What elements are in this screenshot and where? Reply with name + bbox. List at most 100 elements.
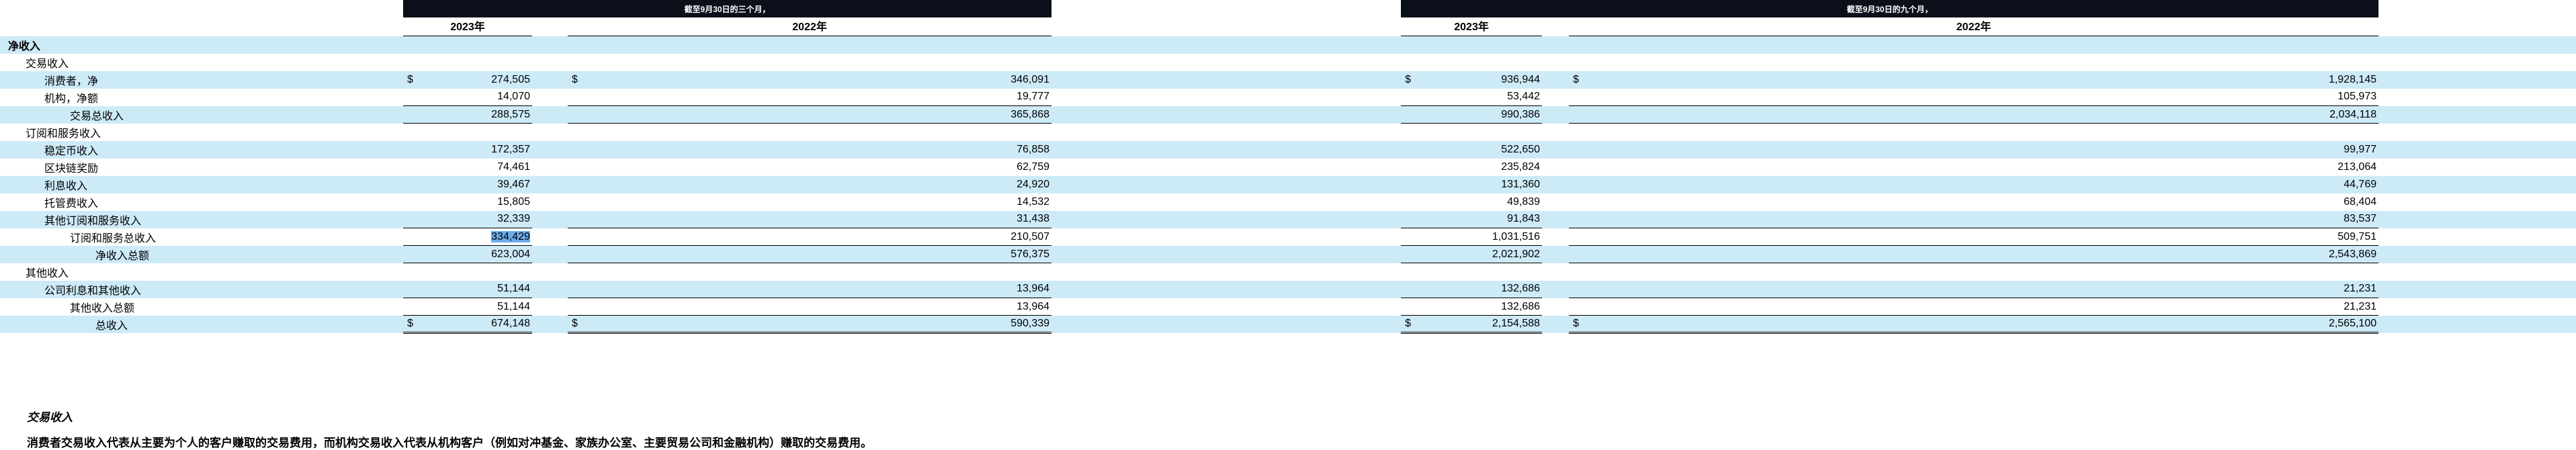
spacer <box>1542 228 1569 246</box>
spacer <box>1542 281 1569 298</box>
dollar-sign-cell <box>1401 105 1432 124</box>
dollar-sign-cell <box>403 88 433 106</box>
value-cell <box>1599 36 2378 54</box>
value-cell: 68,404 <box>2344 195 2377 208</box>
table-row: 其他收入总额 51,144 13,964 132,686 21,231 <box>0 298 2576 316</box>
year-header-row: 2023年 2022年 2023年 2022年 <box>0 17 2576 36</box>
spacer <box>1542 159 1569 176</box>
value-cell: 674,148 <box>433 315 532 334</box>
dollar-sign-cell <box>1569 193 1599 211</box>
dollar-sign-cell <box>568 88 598 106</box>
spacer <box>1051 0 1401 17</box>
value-cell: 32,339 <box>433 210 532 228</box>
table-row: 净收入总额 623,004 576,375 2,021,902 2,543,869 <box>0 245 2576 263</box>
spacer <box>1051 246 1401 263</box>
spacer <box>532 246 568 263</box>
dollar-sign-cell <box>403 176 433 193</box>
value-cell: 365,868 <box>598 105 1052 124</box>
dollar-sign-cell: $ <box>568 315 598 334</box>
dollar-sign-cell <box>403 36 433 54</box>
dollar-sign-cell <box>1569 159 1599 176</box>
row-label: 总收入 <box>95 320 128 332</box>
value-cell: 132,686 <box>1431 280 1543 298</box>
spacer <box>1542 211 1569 228</box>
spacer <box>532 228 568 246</box>
spacer <box>532 106 568 124</box>
row-label: 消费者，净 <box>44 75 99 87</box>
dollar-sign-cell <box>403 54 433 71</box>
spacer <box>1542 71 1569 89</box>
value-cell <box>433 124 532 141</box>
dollar-sign-cell <box>568 280 598 298</box>
dollar-sign-cell <box>403 245 433 263</box>
row-label: 公司利息和其他收入 <box>44 285 142 297</box>
dollar-sign-cell: $ <box>407 73 413 85</box>
spacer <box>1051 159 1401 176</box>
spacer <box>1051 193 1401 211</box>
dollar-sign-cell <box>568 263 598 281</box>
value-cell: 99,977 <box>2344 143 2377 155</box>
value-cell: 274,505 <box>491 73 530 85</box>
year-header-2022-three-months: 2022年 <box>568 17 1052 36</box>
table-row: 订阅和服务总收入 334,429 210,507 1,031,516 509,751 <box>0 228 2576 246</box>
value-cell: 74,461 <box>497 161 530 173</box>
spacer <box>2378 211 2576 228</box>
table-row: 订阅和服务收入 <box>0 124 2576 141</box>
value-cell: 235,824 <box>1501 161 1541 173</box>
value-cell <box>433 36 532 54</box>
spacer <box>1051 106 1401 124</box>
value-cell: 990,386 <box>1431 105 1543 124</box>
value-cell: 576,375 <box>598 245 1052 263</box>
table-row: 净收入 <box>0 36 2576 54</box>
spacer <box>1051 54 1401 71</box>
spacer <box>1051 228 1401 246</box>
value-cell: 1,031,516 <box>1431 228 1543 246</box>
dollar-sign-cell <box>403 141 433 159</box>
spacer <box>532 281 568 298</box>
value-cell <box>1431 124 1542 141</box>
table-row: 其他订阅和服务收入 32,339 31,438 91,843 83,537 <box>0 210 2576 228</box>
dollar-sign-cell <box>1401 263 1431 281</box>
spacer <box>2378 298 2576 316</box>
row-label: 交易总收入 <box>70 110 124 122</box>
value-cell: 522,650 <box>1501 143 1541 155</box>
table-row: 稳定币收入 172,357 76,858 522,650 99,977 <box>0 140 2576 159</box>
table-row: 交易收入 <box>0 54 2576 71</box>
spacer <box>2378 17 2576 36</box>
spacer <box>1542 176 1569 193</box>
spacer <box>532 211 568 228</box>
spacer <box>1051 141 1401 159</box>
dollar-sign-cell <box>568 210 598 228</box>
row-label: 其他收入 <box>26 267 69 279</box>
spacer <box>1051 17 1401 36</box>
footnote-paragraph: 消费者交易收入代表从主要为个人的客户赚取的交易费用，而机构交易收入代表从机构客户… <box>27 437 872 449</box>
dollar-sign-cell <box>1569 141 1599 159</box>
row-label: 稳定币收入 <box>44 145 99 157</box>
spacer <box>2378 71 2576 89</box>
spacer <box>1542 124 1569 141</box>
spacer <box>1542 106 1569 124</box>
dollar-sign-cell <box>568 105 598 124</box>
spacer <box>532 141 568 159</box>
dollar-sign-cell: $ <box>1401 315 1432 334</box>
value-cell <box>598 36 1051 54</box>
dollar-sign-cell: $ <box>1569 315 1600 334</box>
spacer <box>2378 281 2576 298</box>
row-label: 其他订阅和服务收入 <box>44 215 142 227</box>
dollar-sign-cell <box>1401 228 1432 246</box>
selected-value[interactable]: 334,429 <box>491 230 530 242</box>
value-cell: 936,944 <box>1501 73 1541 85</box>
value-cell: 19,777 <box>598 88 1052 106</box>
spacer <box>1051 281 1401 298</box>
value-cell <box>1431 54 1542 71</box>
dollar-sign-cell <box>1401 193 1431 211</box>
spacer <box>1051 211 1401 228</box>
dollar-sign-cell <box>568 124 598 141</box>
value-cell: 1,928,145 <box>2328 73 2377 85</box>
dollar-sign-cell <box>1401 141 1431 159</box>
value-cell: 13,964 <box>598 298 1052 316</box>
spacer <box>532 71 568 89</box>
dollar-sign-cell <box>1401 280 1432 298</box>
value-cell: 31,438 <box>598 210 1052 228</box>
spacer <box>1051 298 1401 316</box>
